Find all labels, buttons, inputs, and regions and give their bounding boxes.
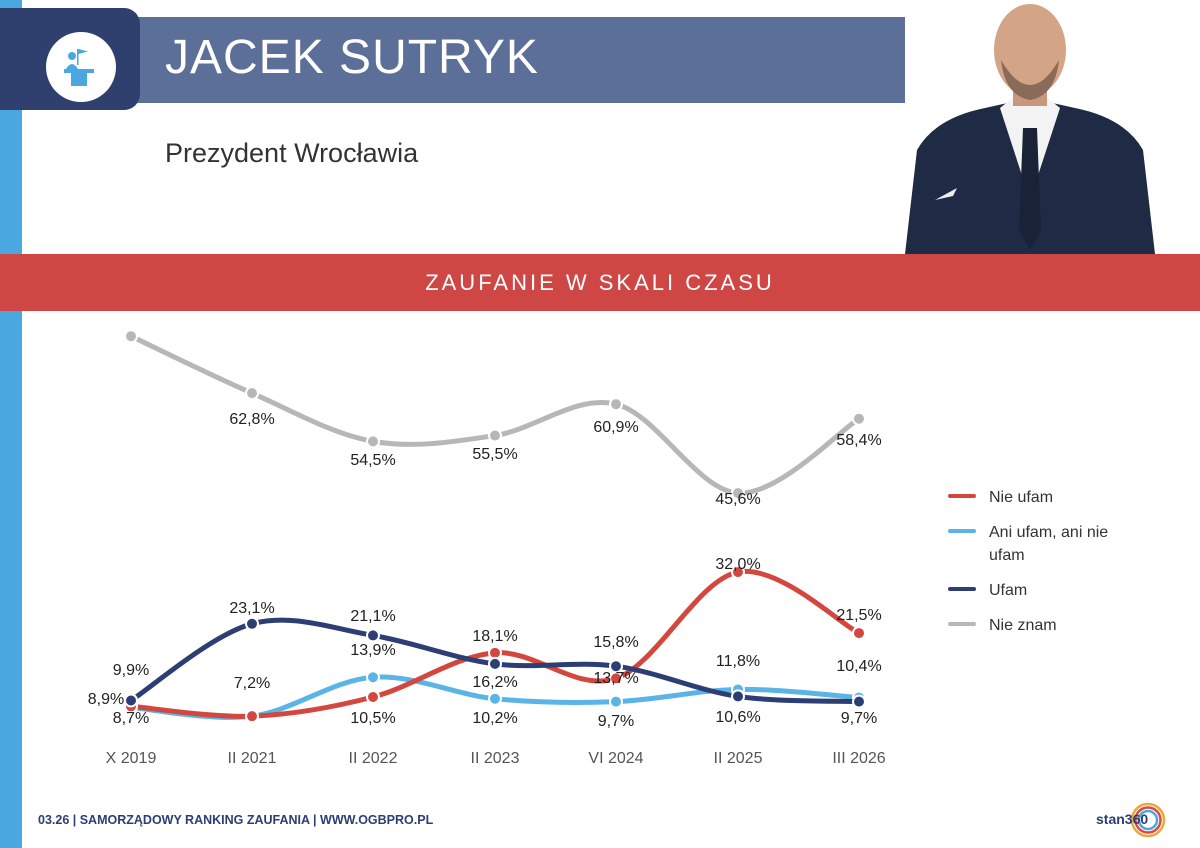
x-axis: X 2019 II 2021 II 2022 II 2023 VI 2024 II 202… xyxy=(106,750,886,767)
data-point-ufam-0 xyxy=(124,693,138,708)
series-ufam xyxy=(124,616,866,709)
footer-text: 03.26 | SAMORZĄDOWY RANKING ZAUFANIA | W… xyxy=(38,813,434,827)
section-title: ZAUFANIE W SKALI CZASU xyxy=(425,269,775,295)
trust-line-chart: X 2019 II 2021 II 2022 II 2023 VI 2024 II 202… xyxy=(88,329,1108,767)
legend-label: Nie znam xyxy=(989,617,1057,634)
speaker-podium-icon xyxy=(64,49,94,86)
series-layer xyxy=(124,329,866,724)
data-point-ufam-2 xyxy=(366,628,380,643)
x-tick-label: II 2022 xyxy=(349,750,398,767)
legend-label: Ani ufam, ani nie xyxy=(989,524,1108,541)
data-label-ufam: 15,8% xyxy=(593,634,638,651)
data-point-nie-znam-1 xyxy=(245,386,259,401)
portrait-photo xyxy=(905,0,1155,254)
legend-item-nie-ufam: Nie ufam xyxy=(948,489,1053,506)
data-label-nie-ufam: 32,0% xyxy=(715,556,760,573)
data-label-ufam: 21,1% xyxy=(350,608,395,625)
data-point-ani-ufam-ani-nie-ufam-2 xyxy=(366,670,380,685)
data-point-nie-znam-6 xyxy=(852,411,866,426)
legend-item-nie-znam: Nie znam xyxy=(948,617,1057,634)
data-label-ufam: 9,7% xyxy=(841,710,877,727)
data-label-ani-ufam-ani-nie-ufam: 10,4% xyxy=(836,658,881,675)
data-label-ani-ufam-ani-nie-ufam: 8,7% xyxy=(113,710,149,727)
header-bar xyxy=(100,17,1020,103)
data-label-nie-ufam: 18,1% xyxy=(472,628,517,645)
stan360-logo: stan360 xyxy=(1094,800,1166,840)
icon-circle xyxy=(46,32,116,102)
series-nie-znam xyxy=(124,329,866,501)
data-label-nie-znam: 45,6% xyxy=(715,491,760,508)
x-tick-label: II 2021 xyxy=(228,750,277,767)
data-point-nie-ufam-2 xyxy=(366,689,380,704)
data-label-ufam: 9,9% xyxy=(113,662,149,679)
data-point-nie-znam-4 xyxy=(609,397,623,412)
legend-label: Ufam xyxy=(989,582,1027,599)
x-tick-label: VI 2024 xyxy=(588,750,643,767)
person-role: Prezydent Wrocławia xyxy=(165,138,419,168)
logo-text: stan360 xyxy=(1096,811,1149,827)
data-label-ufam: 10,6% xyxy=(715,709,760,726)
data-point-nie-ufam-1 xyxy=(245,709,259,724)
data-label-ani-ufam-ani-nie-ufam: 9,7% xyxy=(598,713,634,730)
data-point-nie-ufam-5 xyxy=(731,565,745,580)
data-point-ufam-5 xyxy=(731,689,745,704)
data-point-ufam-3 xyxy=(488,656,502,671)
left-accent-stripe xyxy=(0,0,22,848)
legend-item-ufam: Ufam xyxy=(948,582,1027,599)
x-tick-label: III 2026 xyxy=(832,750,885,767)
data-label-ani-ufam-ani-nie-ufam: 10,2% xyxy=(472,710,517,727)
x-tick-label: II 2023 xyxy=(471,750,520,767)
data-label-nie-znam: 62,8% xyxy=(229,411,274,428)
section-bar: ZAUFANIE W SKALI CZASU xyxy=(0,254,1200,311)
data-label-ani-ufam-ani-nie-ufam: 11,8% xyxy=(716,653,760,670)
data-label-nie-ufam: 13,7% xyxy=(593,670,638,687)
person-name: JACEK SUTRYK xyxy=(165,31,539,84)
data-point-ani-ufam-ani-nie-ufam-4 xyxy=(609,694,623,709)
legend-item-ani-ufam-ani-nie-ufam: Ani ufam, ani nie ufam xyxy=(948,524,1108,564)
legend-label: Nie ufam xyxy=(989,489,1053,506)
x-tick-label: X 2019 xyxy=(106,750,157,767)
legend: Nie ufam Ani ufam, ani nie ufam Ufam Nie zna… xyxy=(948,489,1108,634)
data-point-nie-znam-2 xyxy=(366,434,380,449)
data-label-ani-ufam-ani-nie-ufam: 13,9% xyxy=(350,642,395,659)
data-label-nie-znam: 58,4% xyxy=(836,432,881,449)
data-point-ufam-1 xyxy=(245,616,259,631)
data-point-nie-znam-5 xyxy=(731,486,745,501)
header-icon-box xyxy=(0,8,140,110)
data-label-nie-znam: 60,9% xyxy=(593,419,638,436)
logo-rings-icon xyxy=(1130,802,1166,838)
data-point-nie-znam-3 xyxy=(488,428,502,443)
data-label-nie-ufam: 8,9% xyxy=(88,691,124,708)
legend-label: ufam xyxy=(989,547,1025,564)
data-label-nie-znam: 55,5% xyxy=(472,446,517,463)
data-label-nie-ufam: 21,5% xyxy=(836,607,881,624)
data-label-ani-ufam-ani-nie-ufam: 7,2% xyxy=(234,675,270,692)
data-label-ufam: 23,1% xyxy=(229,600,274,617)
data-label-ufam: 16,2% xyxy=(472,674,517,691)
data-labels: 8,9% 10,5% 18,1% 13,7% 32,0% 21,5% 8,7% 7,2% 13,… xyxy=(88,411,882,730)
data-point-nie-ufam-6 xyxy=(852,626,866,641)
data-point-ani-ufam-ani-nie-ufam-3 xyxy=(488,691,502,706)
data-point-ufam-4 xyxy=(609,659,623,674)
x-tick-label: II 2025 xyxy=(714,750,763,767)
data-label-nie-znam: 54,5% xyxy=(350,452,395,469)
data-point-ufam-6 xyxy=(852,694,866,709)
data-point-nie-znam-0 xyxy=(124,329,138,344)
data-label-nie-ufam: 10,5% xyxy=(350,710,395,727)
